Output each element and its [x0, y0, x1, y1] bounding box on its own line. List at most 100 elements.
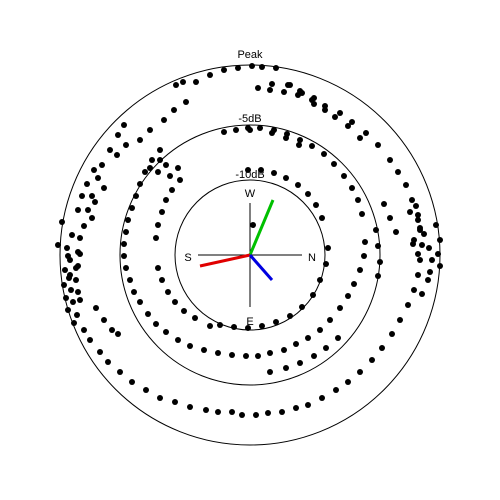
data-point	[142, 169, 148, 175]
data-point	[309, 143, 315, 149]
data-point	[123, 142, 129, 148]
data-point	[369, 357, 375, 363]
data-point	[283, 175, 289, 181]
data-point	[331, 161, 337, 167]
data-point	[143, 387, 149, 393]
data-point	[123, 229, 129, 235]
data-point	[361, 253, 367, 259]
data-point	[183, 99, 189, 105]
data-point	[363, 130, 369, 136]
data-point	[426, 245, 432, 251]
data-point	[221, 129, 227, 135]
data-point	[149, 157, 155, 163]
data-point	[153, 235, 159, 241]
data-point	[115, 132, 121, 138]
data-point	[425, 277, 431, 283]
data-point	[91, 167, 97, 173]
data-point	[65, 307, 71, 313]
data-point	[192, 315, 198, 321]
data-point	[403, 182, 409, 188]
data-point	[337, 305, 343, 311]
data-point	[375, 142, 381, 148]
data-point	[67, 272, 73, 278]
data-point	[73, 277, 79, 283]
data-point	[271, 170, 277, 176]
data-point	[137, 299, 143, 305]
data-point	[127, 277, 133, 283]
data-point	[335, 335, 341, 341]
data-point	[311, 353, 317, 359]
data-point	[89, 193, 95, 199]
data-point	[349, 185, 355, 191]
data-point	[155, 169, 161, 175]
data-point	[319, 395, 325, 401]
data-point	[427, 269, 433, 275]
data-point	[203, 407, 209, 413]
data-point	[351, 281, 357, 287]
data-point	[295, 182, 301, 188]
data-point	[59, 219, 65, 225]
data-point	[415, 217, 421, 223]
data-point	[55, 242, 61, 248]
data-point	[137, 181, 143, 187]
data-point	[217, 322, 223, 328]
data-point	[287, 313, 293, 319]
data-point	[417, 225, 423, 231]
data-point	[75, 207, 81, 213]
data-point	[317, 327, 323, 333]
data-point	[407, 209, 413, 215]
data-point	[121, 241, 127, 247]
data-point	[381, 201, 387, 207]
data-point	[305, 191, 311, 197]
data-point	[70, 299, 76, 305]
data-point	[327, 317, 333, 323]
data-point	[159, 277, 165, 283]
data-point	[175, 337, 181, 343]
data-point	[169, 187, 175, 193]
data-point	[114, 152, 120, 158]
data-point	[243, 353, 249, 359]
data-point	[255, 353, 261, 359]
data-point	[249, 63, 255, 69]
data-point	[81, 223, 87, 229]
data-point	[201, 347, 207, 353]
data-point	[299, 304, 305, 310]
data-point	[77, 235, 83, 241]
data-point	[171, 107, 177, 113]
data-point	[269, 130, 275, 136]
data-point	[73, 265, 79, 271]
data-point	[84, 181, 90, 187]
data-point	[323, 345, 329, 351]
data-point	[299, 90, 305, 96]
data-point	[325, 245, 331, 251]
data-point	[181, 308, 187, 314]
data-point	[177, 177, 183, 183]
data-point	[215, 409, 221, 415]
data-point	[163, 197, 169, 203]
data-point	[155, 222, 161, 228]
data-point	[165, 289, 171, 295]
data-point	[123, 265, 129, 271]
data-point	[437, 263, 443, 269]
data-point	[322, 107, 328, 113]
data-point	[68, 287, 74, 293]
data-point	[273, 319, 279, 325]
data-point	[387, 157, 393, 163]
data-point	[297, 137, 303, 143]
data-point	[163, 329, 169, 335]
data-point	[293, 341, 299, 347]
data-point	[62, 267, 68, 273]
data-point	[187, 404, 193, 410]
data-point	[379, 345, 385, 351]
data-point	[159, 209, 165, 215]
data-point	[357, 369, 363, 375]
data-point	[375, 243, 381, 249]
data-point	[74, 312, 80, 318]
data-point	[129, 205, 135, 211]
data-point	[337, 110, 343, 116]
data-point	[332, 114, 338, 120]
data-point	[129, 379, 135, 385]
data-point	[375, 273, 381, 279]
data-point	[239, 412, 245, 418]
data-point	[77, 297, 83, 303]
